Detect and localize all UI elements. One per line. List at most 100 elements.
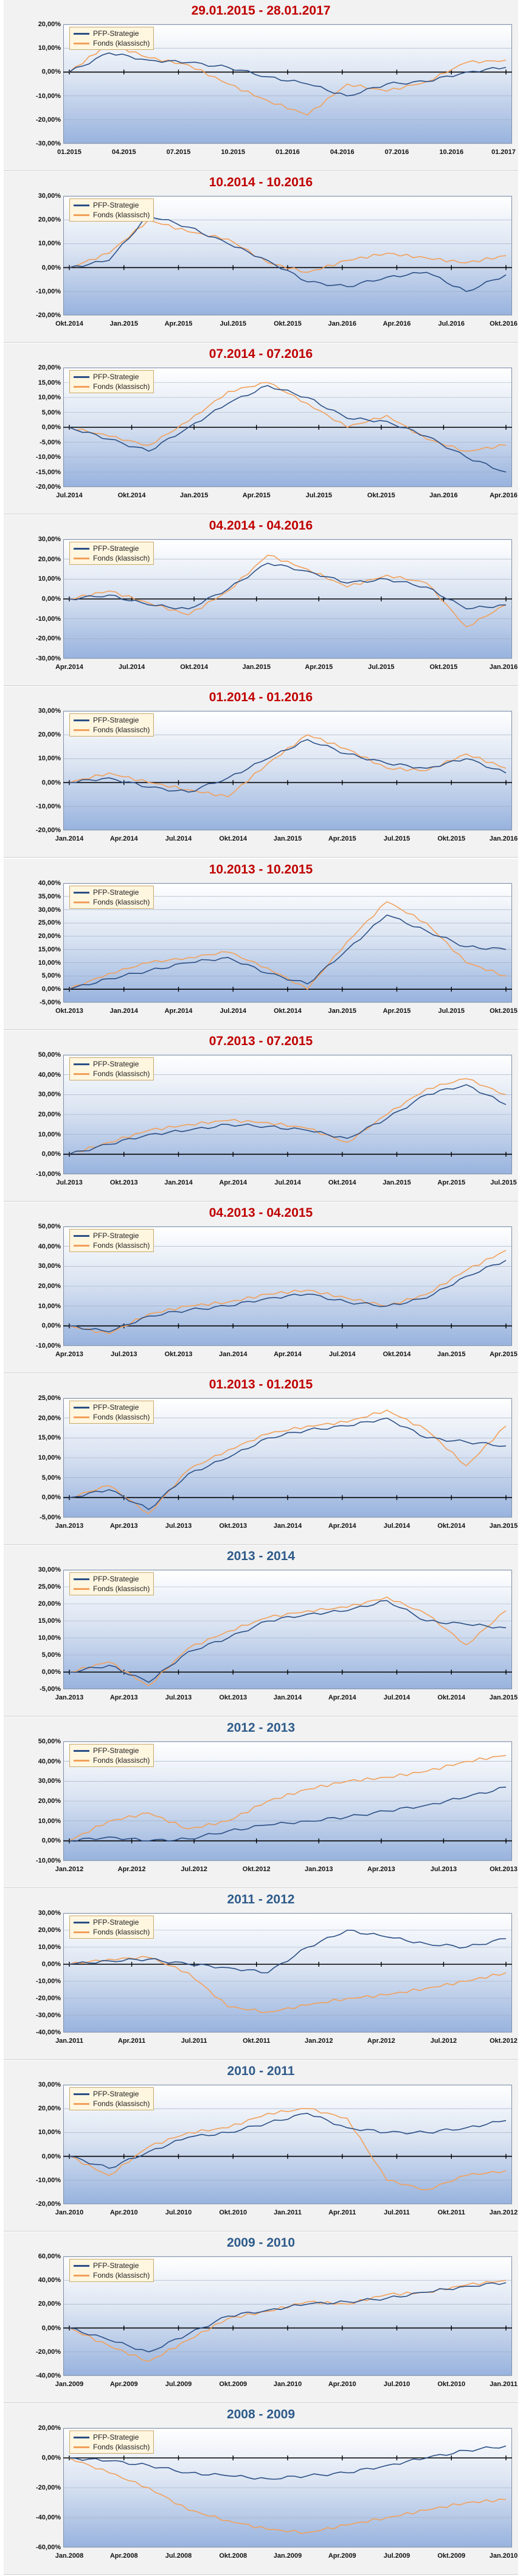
chart-lines [63, 1226, 512, 1346]
chart-legend: PFP-Strategie Fonds (klassisch) [69, 198, 154, 222]
series-line-pfp-strategie [69, 1084, 507, 1155]
y-tick-label: -15,00% [36, 468, 61, 476]
y-tick-label: 0,00% [41, 1837, 61, 1845]
legend-label: Fonds (klassisch) [93, 2099, 150, 2108]
chart-title: 01.2014 - 01.2016 [209, 690, 313, 704]
legend-swatch [74, 1931, 89, 1933]
x-tick-label: Jan.2015 [273, 835, 302, 842]
x-tick-label: Jul.2014 [329, 1351, 356, 1358]
x-tick-label: Jan.2015 [383, 1179, 411, 1186]
y-tick-label: 30,00% [38, 2081, 61, 2088]
x-tick-label: Okt.2013 [55, 1007, 83, 1015]
y-tick-label: 5,00% [41, 408, 61, 416]
y-tick-label: -20,00% [36, 2348, 61, 2356]
chart-legend: PFP-Strategie Fonds (klassisch) [69, 2259, 154, 2282]
legend-entry: Fonds (klassisch) [74, 897, 150, 907]
x-tick-label: 01.2016 [275, 149, 300, 156]
y-tick-label: -5,00% [40, 1514, 61, 1521]
x-tick-label: Apr.2016 [383, 320, 411, 327]
chart-lines [63, 1398, 512, 1518]
y-tick-label: -20,00% [36, 2200, 61, 2208]
legend-swatch [74, 557, 89, 559]
x-tick-label: Okt.2015 [437, 835, 466, 842]
chart-title: 29.01.2015 - 28.01.2017 [191, 4, 331, 18]
x-tick-label: Jan.2016 [489, 663, 518, 671]
y-tick-label: 5,00% [41, 972, 61, 980]
series-line-fonds-klassisch [69, 1250, 507, 1335]
x-tick-label: 07.2016 [384, 149, 409, 156]
y-tick-label: 15,00% [38, 379, 61, 387]
legend-label: PFP-Strategie [93, 716, 139, 724]
y-tick-label: -10,00% [36, 1978, 61, 1985]
chart-panel: 01.2014 - 01.2016 30,00% 20,00% 10,00% 0,00%… [4, 687, 518, 858]
x-tick-label: Jul.2012 [181, 1866, 207, 1873]
x-tick-label: Jan.2015 [109, 320, 138, 327]
chart-legend: PFP-Strategie Fonds (klassisch) [69, 542, 154, 565]
legend-swatch [74, 719, 89, 721]
legend-entry: Fonds (klassisch) [74, 725, 150, 735]
series-line-fonds-klassisch [69, 2280, 507, 2362]
series-line-fonds-klassisch [69, 1755, 507, 1842]
legend-swatch [74, 376, 89, 378]
legend-swatch [74, 1063, 89, 1065]
legend-label: Fonds (klassisch) [93, 1584, 150, 1593]
legend-swatch [74, 32, 89, 35]
x-tick-label: Jul.2015 [490, 1179, 517, 1186]
legend-label: PFP-Strategie [93, 2433, 139, 2441]
x-tick-label: Apr.2009 [109, 2381, 138, 2388]
y-tick-label: 10,00% [38, 240, 61, 248]
chart-panel: 2010 - 2011 30,00% 20,00% 10,00% 0,00% -10,00… [4, 2060, 518, 2231]
series-line-pfp-strategie [69, 2113, 507, 2169]
y-tick-label: 30,00% [38, 192, 61, 200]
y-tick-label: -10,00% [36, 802, 61, 810]
legend-entry: Fonds (klassisch) [74, 2270, 150, 2280]
y-tick-label: -10,00% [36, 287, 61, 295]
y-tick-label: 0,00% [41, 779, 61, 786]
x-tick-label: 07.2015 [166, 149, 191, 156]
chart-panel: 01.2013 - 01.2015 25,00% 20,00% 15,00% 10,00… [4, 1374, 518, 1545]
y-tick-label: 0,00% [41, 2152, 61, 2160]
x-tick-label: Okt.2009 [219, 2381, 248, 2388]
y-tick-label: 20,00% [38, 2424, 61, 2432]
chart-panel: 10.2013 - 10.2015 40,00% 35,00% 30,00% 25,00… [4, 859, 518, 1030]
x-tick-label: Jan.2015 [242, 663, 271, 671]
chart-title: 2009 - 2010 [226, 2236, 296, 2250]
x-tick-label: Apr.2014 [328, 1694, 356, 1701]
x-tick-label: Okt.2013 [219, 1694, 248, 1701]
x-tick-label: Apr.2014 [109, 835, 138, 842]
x-tick-label: Apr.2015 [164, 320, 193, 327]
x-tick-label: Okt.2015 [367, 492, 395, 499]
x-tick-label: Jan.2014 [55, 835, 84, 842]
y-tick-label: -30,00% [36, 655, 61, 662]
legend-label: Fonds (klassisch) [93, 39, 150, 47]
x-tick-label: Jan.2016 [489, 835, 518, 842]
x-tick-label: Jan.2014 [164, 1179, 193, 1186]
legend-label: Fonds (klassisch) [93, 1069, 150, 1078]
chart-panel: 2008 - 2009 20,00% 0,00% -20,00% -40,00% -60,… [4, 2404, 518, 2575]
x-tick-label: Okt.2016 [490, 320, 518, 327]
legend-label: Fonds (klassisch) [93, 726, 150, 734]
x-tick-label: Jan.2010 [55, 2209, 84, 2216]
x-tick-label: Okt.2013 [109, 1179, 138, 1186]
x-tick-label: 10.2016 [439, 149, 464, 156]
x-tick-label: Apr.2014 [164, 1007, 193, 1015]
x-tick-label: Jul.2015 [438, 1007, 465, 1015]
legend-label: Fonds (klassisch) [93, 1756, 150, 1765]
legend-entry: PFP-Strategie [74, 29, 150, 38]
x-tick-label: Okt.2013 [219, 1522, 248, 1530]
legend-swatch [74, 1921, 89, 1923]
y-tick-label: 40,00% [38, 1071, 61, 1079]
chart-title: 04.2013 - 04.2015 [209, 1206, 313, 1220]
y-tick-label: -20,00% [36, 1995, 61, 2002]
y-tick-label: 35,00% [38, 892, 61, 900]
x-tick-label: Jan.2012 [55, 1866, 84, 1873]
series-line-fonds-klassisch [69, 1409, 507, 1514]
legend-entry: PFP-Strategie [74, 2089, 150, 2099]
legend-label: PFP-Strategie [93, 888, 139, 897]
y-tick-label: 10,00% [38, 1634, 61, 1642]
y-tick-label: 0,00% [41, 1150, 61, 1158]
y-tick-label: 20,00% [38, 1283, 61, 1290]
y-tick-label: 0,00% [41, 424, 61, 431]
x-tick-label: Okt.2014 [55, 320, 83, 327]
series-line-pfp-strategie [69, 2445, 507, 2480]
